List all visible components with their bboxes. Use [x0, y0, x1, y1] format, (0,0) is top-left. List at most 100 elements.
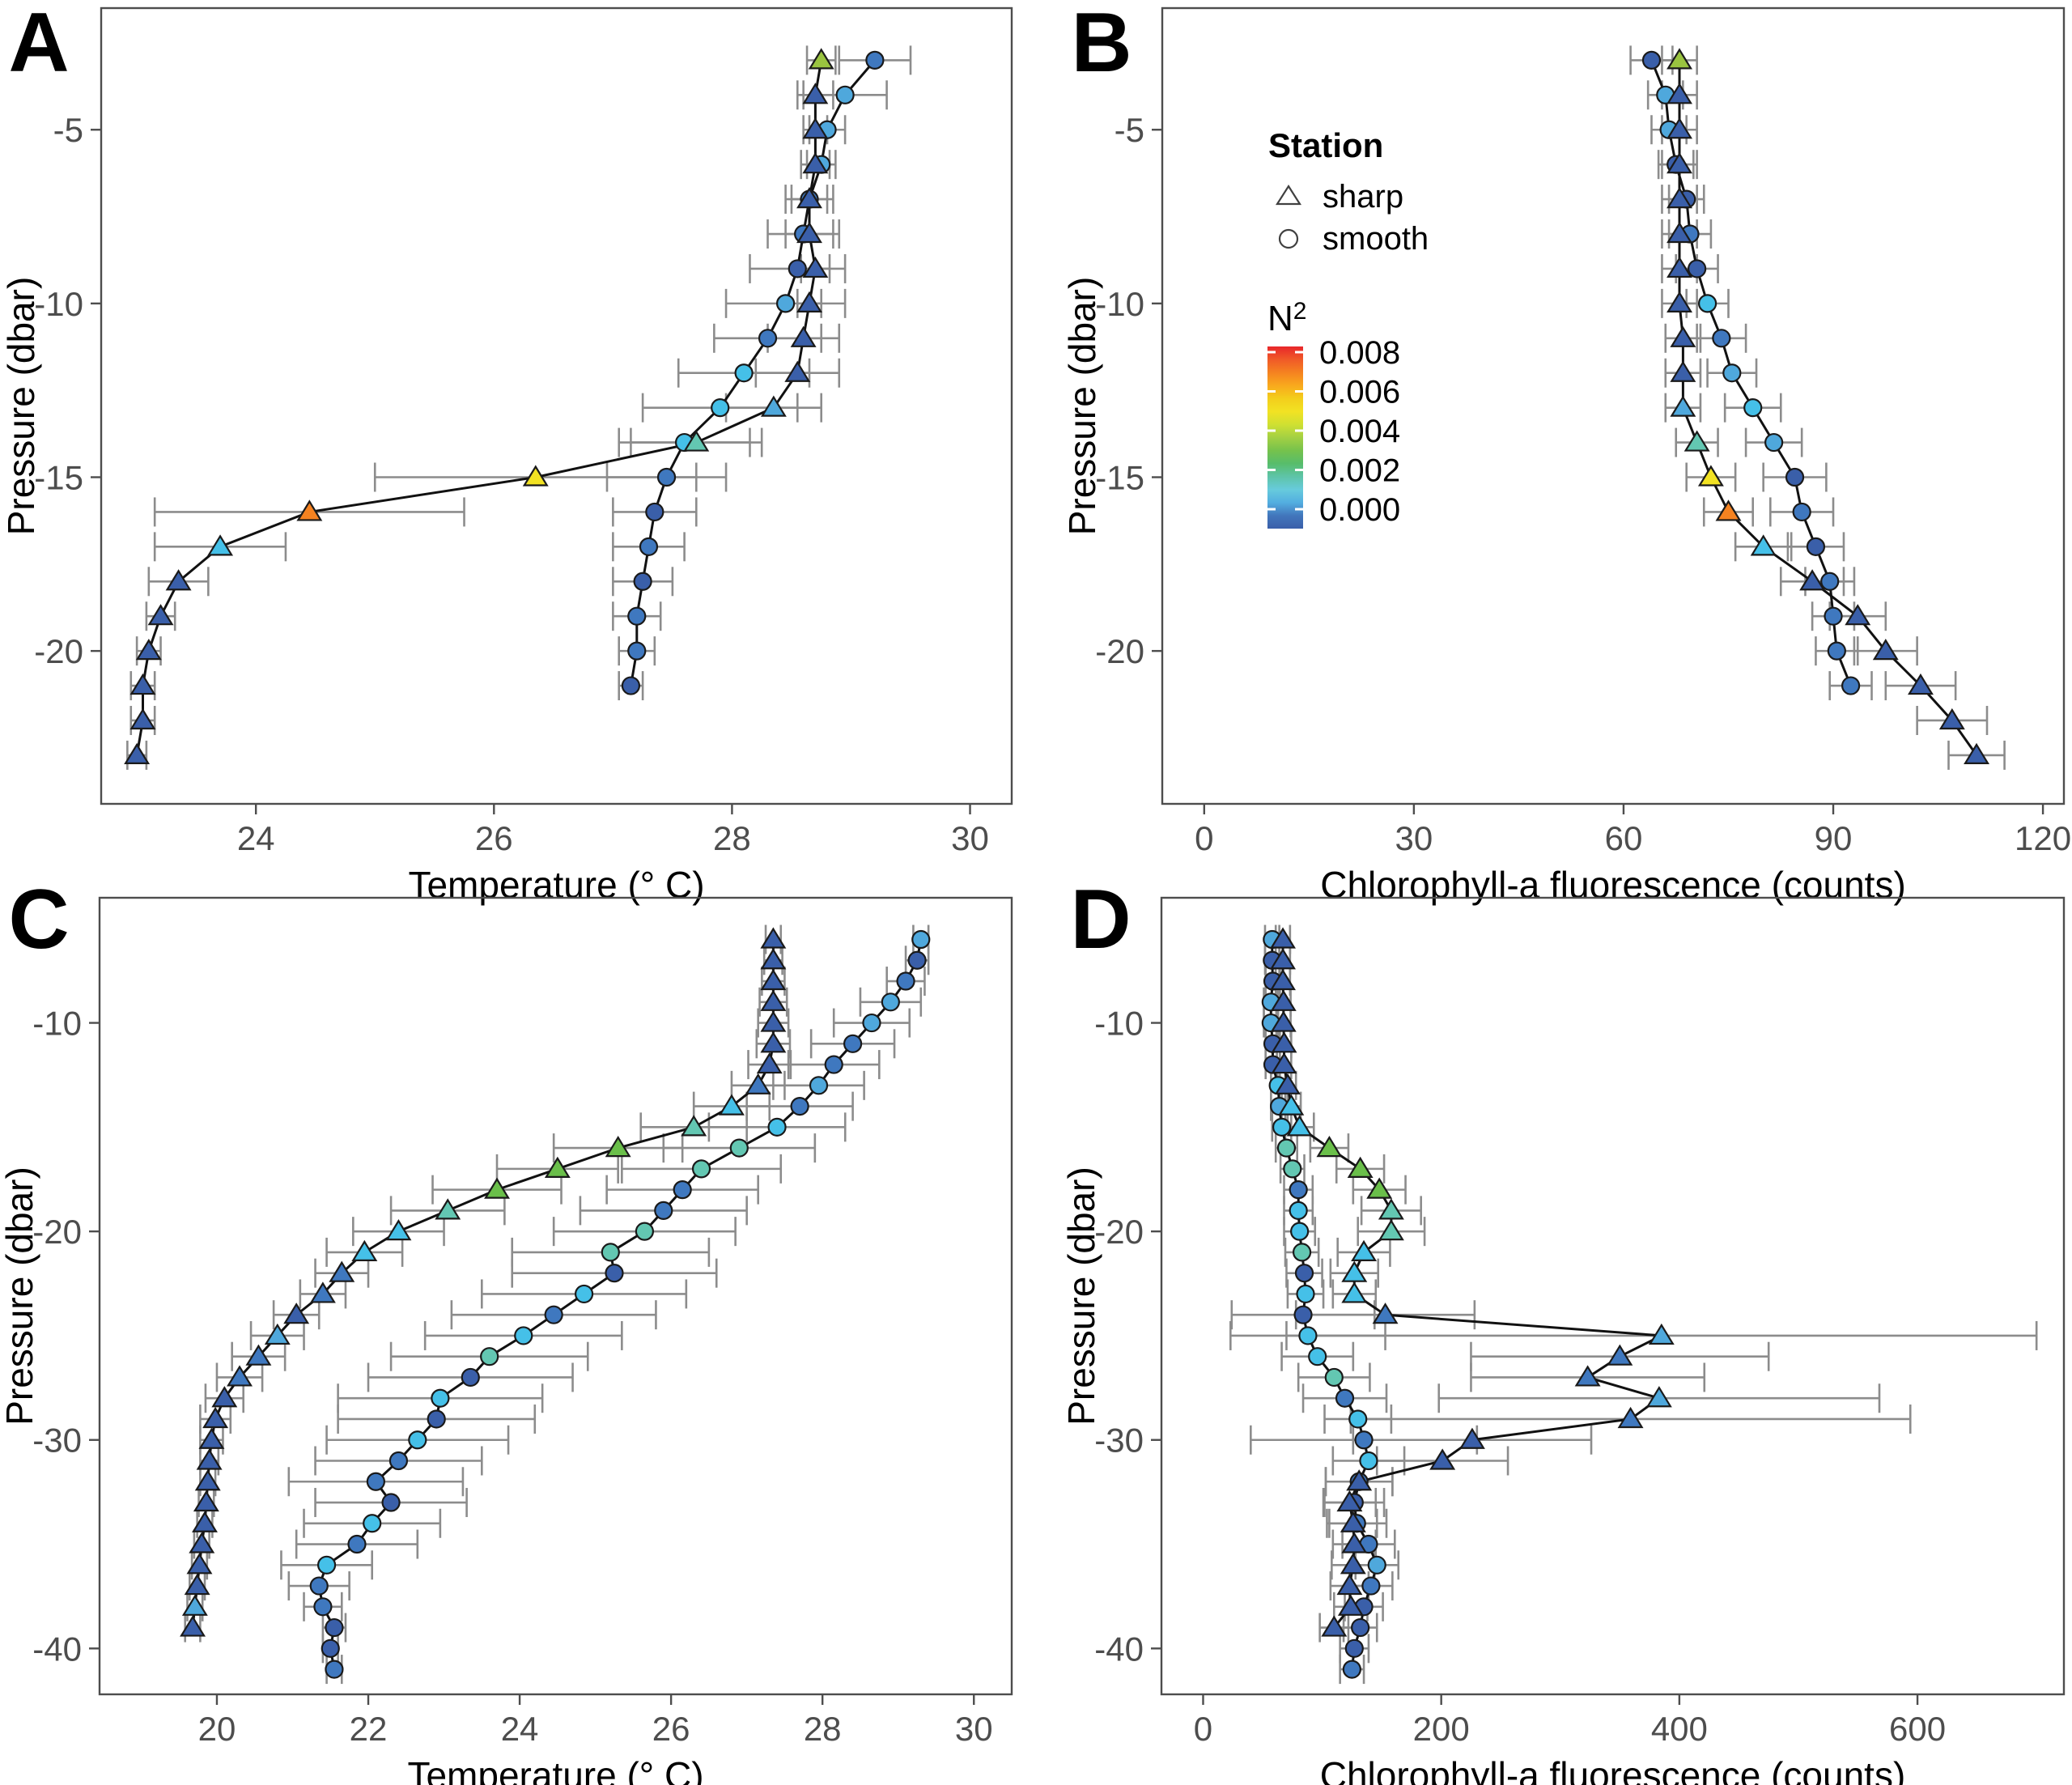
y-tick-label: -10: [1095, 285, 1144, 323]
circle-marker: [1283, 1159, 1302, 1179]
triangle-marker: [802, 83, 829, 104]
circle-marker: [480, 1347, 499, 1366]
legend-item-label: smooth: [1323, 221, 1429, 257]
circle-marker: [790, 1096, 809, 1116]
circle-marker: [325, 1617, 344, 1638]
x-tick-label: 30: [951, 819, 989, 857]
x-tick-label: 22: [350, 1710, 388, 1748]
y-tick-label: -15: [34, 458, 83, 496]
triangle-marker: [1270, 989, 1297, 1011]
y-axis-title: Pressure (dbar): [1061, 277, 1103, 536]
circle-marker: [1296, 1284, 1315, 1304]
panel-D: D 0 200 400 600 Chlorophyll-a fluorescence (c…: [1060, 873, 2066, 1785]
triangle-marker: [189, 1532, 215, 1553]
triangle-marker: [1336, 1490, 1363, 1512]
circle-marker: [388, 1451, 409, 1471]
x-axis-title: Temperature (° C): [407, 1754, 703, 1785]
triangle-marker: [1341, 1260, 1368, 1282]
circle-marker: [809, 1076, 829, 1095]
triangle-marker: [1667, 291, 1692, 312]
triangle-marker: [193, 1490, 219, 1512]
circle-marker: [1824, 606, 1843, 626]
triangle-marker: [1372, 1303, 1399, 1324]
panel-A: A 24 26 28 30 Temperature (° C) -5 -10 -15 -20 Pre…: [0, 0, 1013, 906]
circle-marker: [911, 929, 931, 950]
panel-letter-C: C: [8, 873, 69, 967]
circle-marker: [1841, 676, 1861, 695]
triangle-marker: [605, 1135, 631, 1158]
triangle-marker: [1799, 569, 1826, 591]
triangle-marker: [135, 639, 162, 661]
circle-marker: [881, 992, 900, 1012]
triangle-marker: [760, 395, 787, 417]
triangle-marker: [1378, 1198, 1404, 1220]
circle-marker: [1289, 1201, 1308, 1220]
triangle-marker: [760, 989, 787, 1011]
y-tick-label: -40: [1094, 1630, 1144, 1668]
circle-marker: [1688, 259, 1707, 278]
triangle-marker: [796, 221, 822, 244]
triangle-marker: [1336, 1573, 1363, 1596]
triangle-marker: [1648, 1323, 1675, 1345]
circle-marker: [544, 1305, 563, 1324]
circle-marker: [843, 1034, 863, 1053]
triangle-marker: [1341, 1281, 1368, 1303]
triangle-marker: [351, 1239, 378, 1262]
x-tick-label: 0: [1195, 819, 1213, 857]
circle-marker: [347, 1534, 367, 1554]
triangle-marker: [1670, 360, 1696, 382]
triangle-marker: [181, 1594, 208, 1616]
triangle-marker: [196, 1448, 223, 1470]
triangle-marker: [1378, 1219, 1404, 1241]
circle-marker: [635, 1222, 654, 1241]
circle-marker: [627, 606, 647, 626]
circle-marker: [896, 971, 915, 991]
series-smooth: [1641, 50, 1861, 695]
circle-marker: [767, 1117, 787, 1137]
x-tick-label: 28: [804, 1710, 842, 1748]
circle-marker: [1827, 641, 1846, 661]
triangle-marker: [784, 360, 811, 382]
series-smooth: [621, 50, 885, 695]
triangle-marker: [808, 48, 834, 70]
triangle-marker: [184, 1573, 210, 1596]
x-tick-label: 30: [955, 1710, 993, 1748]
station-legend: Station sharp smooth: [1268, 126, 1429, 257]
triangle-marker: [1278, 1094, 1305, 1116]
triangle-marker: [130, 708, 156, 730]
circle-marker: [788, 259, 807, 278]
circle-marker: [1351, 1617, 1370, 1638]
circle-marker: [627, 641, 647, 661]
colorbar-title: N2: [1267, 298, 1306, 338]
circle-marker: [673, 1180, 692, 1200]
circle-marker: [1367, 1555, 1386, 1575]
triangle-marker: [1366, 1177, 1393, 1199]
triangle-marker: [1667, 221, 1692, 244]
triangle-marker: [1337, 1594, 1364, 1616]
circle-marker: [574, 1284, 594, 1304]
circle-marker: [1641, 50, 1662, 70]
y-tick-label: -20: [1094, 1213, 1144, 1251]
triangle-marker: [544, 1156, 571, 1178]
triangle-marker: [760, 1010, 787, 1032]
circle-marker: [654, 1201, 673, 1220]
circle-marker: [1298, 1326, 1318, 1345]
triangle-marker: [1340, 1553, 1366, 1575]
circle-marker: [1272, 1117, 1292, 1137]
triangle-marker: [1340, 1511, 1366, 1532]
triangle-marker: [435, 1198, 461, 1220]
circle-marker: [408, 1430, 427, 1450]
triangle-marker: [130, 673, 156, 695]
colorbar-tick-label: 0.002: [1319, 453, 1400, 489]
circle-marker: [1292, 1243, 1312, 1262]
triangle-marker: [1271, 1031, 1297, 1053]
y-tick-label: -20: [32, 1213, 82, 1251]
y-tick-label: -20: [1095, 632, 1144, 670]
circle-marker: [865, 50, 885, 70]
colorbar-gradient: [1267, 346, 1303, 529]
x-tick-label: 24: [237, 819, 275, 857]
circle-marker: [1359, 1451, 1378, 1471]
panel-C: C 20 22 24 26 28 30 Temperature (° C) -10 -20 -30 -…: [0, 873, 1013, 1785]
